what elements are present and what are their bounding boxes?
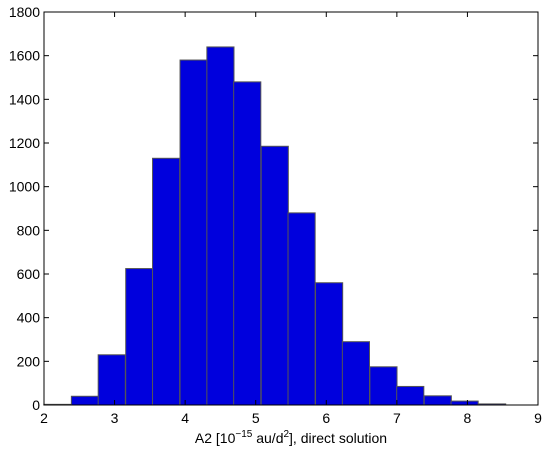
histogram-bar (70, 395, 100, 406)
axes-box (43, 11, 539, 406)
x-tick-label: 9 (534, 410, 542, 426)
y-tick-label: 1400 (9, 91, 40, 107)
y-tick-label: 400 (17, 310, 41, 326)
histogram-bar (152, 157, 181, 406)
y-tick-label: 0 (32, 397, 40, 413)
x-tick-label: 8 (464, 410, 472, 426)
histogram-bar (179, 59, 208, 406)
y-tick-label: 800 (17, 222, 41, 238)
y-tick-label: 600 (17, 266, 41, 282)
histogram-bar (423, 395, 452, 406)
histogram-bar (233, 81, 262, 406)
y-tick-label: 1000 (9, 179, 40, 195)
histogram-bar (206, 46, 235, 406)
y-tick-label: 1200 (9, 135, 40, 151)
x-tick-label: 4 (181, 410, 189, 426)
y-tick-label: 200 (17, 353, 41, 369)
x-tick-label: 5 (252, 410, 260, 426)
x-tick-label: 2 (40, 410, 48, 426)
histogram-bar (396, 385, 425, 406)
histogram-bar (287, 212, 316, 406)
x-tick-label: 7 (393, 410, 401, 426)
axis-ticks (43, 11, 539, 406)
histogram-bar (125, 268, 154, 406)
histogram-bars (43, 46, 507, 406)
histogram-bar (341, 341, 370, 406)
x-tick-label: 3 (111, 410, 119, 426)
x-axis-label: A2 [10−15 au/d2], direct solution (195, 429, 387, 446)
histogram-bar (97, 354, 126, 406)
histogram-bar (369, 366, 398, 406)
histogram-bar (315, 282, 344, 406)
axis-tick-labels: 2 3 4 5 6 7 8 9 0 200 400 600 800 1000 1200 1400 1600 180… (9, 4, 542, 426)
y-tick-label: 1600 (9, 48, 40, 64)
y-tick-label: 1800 (9, 4, 40, 20)
histogram-bar (260, 145, 289, 406)
x-tick-label: 6 (322, 410, 330, 426)
histogram-bar (450, 400, 479, 406)
